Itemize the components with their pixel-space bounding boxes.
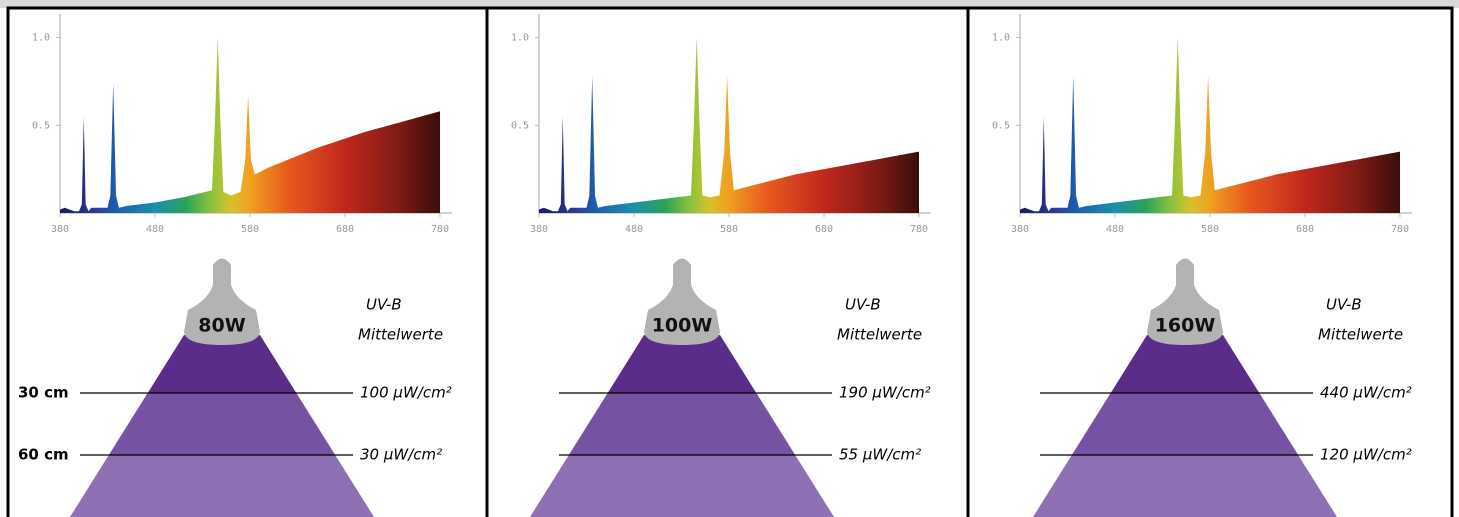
reading: 55 µW/cm² [839, 446, 921, 464]
panel-border [966, 6, 1454, 517]
uv-cone-band [70, 455, 374, 517]
uvb-label: UV-B [366, 296, 402, 314]
x-tick-label: 780 [910, 224, 928, 235]
bulb [644, 258, 720, 345]
x-tick-label: 380 [530, 224, 548, 235]
wattage: 160W [1155, 315, 1216, 337]
mittelwerte-label: Mittelwerte [837, 326, 922, 344]
x-tick-label: 380 [51, 224, 69, 235]
distance-label: 60 cm [18, 446, 69, 464]
reading: 100 µW/cm² [360, 384, 452, 402]
spectrum-area [60, 37, 440, 213]
uvb-label: UV-B [1326, 296, 1362, 314]
x-tick-label: 780 [1391, 224, 1409, 235]
y-tick-label: 1.0 [511, 33, 529, 44]
reading: 120 µW/cm² [1320, 446, 1412, 464]
distance-label: 30 cm [18, 384, 69, 402]
bulb [184, 258, 260, 345]
top-bar [0, 0, 1459, 8]
x-tick-label: 580 [720, 224, 738, 235]
y-tick-label: 1.0 [32, 33, 50, 44]
uv-cone-band [108, 393, 336, 455]
y-tick-label: 0.5 [32, 120, 50, 131]
x-tick-label: 580 [1201, 224, 1219, 235]
y-tick-label: 1.0 [992, 33, 1010, 44]
wattage: 80W [198, 315, 245, 337]
spectrum-area [1020, 37, 1400, 213]
x-tick-label: 680 [336, 224, 354, 235]
mittelwerte-label: Mittelwerte [1318, 326, 1403, 344]
y-tick-label: 0.5 [511, 120, 529, 131]
x-tick-label: 780 [431, 224, 449, 235]
uv-cone-band [1110, 335, 1260, 393]
y-tick-label: 0.5 [992, 120, 1010, 131]
uv-cone-band [530, 455, 834, 517]
mittelwerte-label: Mittelwerte [358, 326, 443, 344]
uv-cone-band [1071, 393, 1299, 455]
uv-cone-band [1033, 455, 1337, 517]
reading: 440 µW/cm² [1320, 384, 1412, 402]
x-tick-label: 480 [146, 224, 164, 235]
bulb [1147, 258, 1223, 345]
wattage: 100W [652, 315, 713, 337]
x-tick-label: 480 [625, 224, 643, 235]
uv-cone-band [568, 393, 796, 455]
uvb-label: UV-B [845, 296, 881, 314]
x-tick-label: 380 [1011, 224, 1029, 235]
reading: 30 µW/cm² [360, 446, 442, 464]
x-tick-label: 580 [241, 224, 259, 235]
x-tick-label: 680 [1296, 224, 1314, 235]
x-tick-label: 480 [1106, 224, 1124, 235]
spectrum-area [539, 37, 919, 213]
uv-cone-band [607, 335, 757, 393]
x-tick-label: 680 [815, 224, 833, 235]
uv-cone-band [147, 335, 297, 393]
reading: 190 µW/cm² [839, 384, 931, 402]
